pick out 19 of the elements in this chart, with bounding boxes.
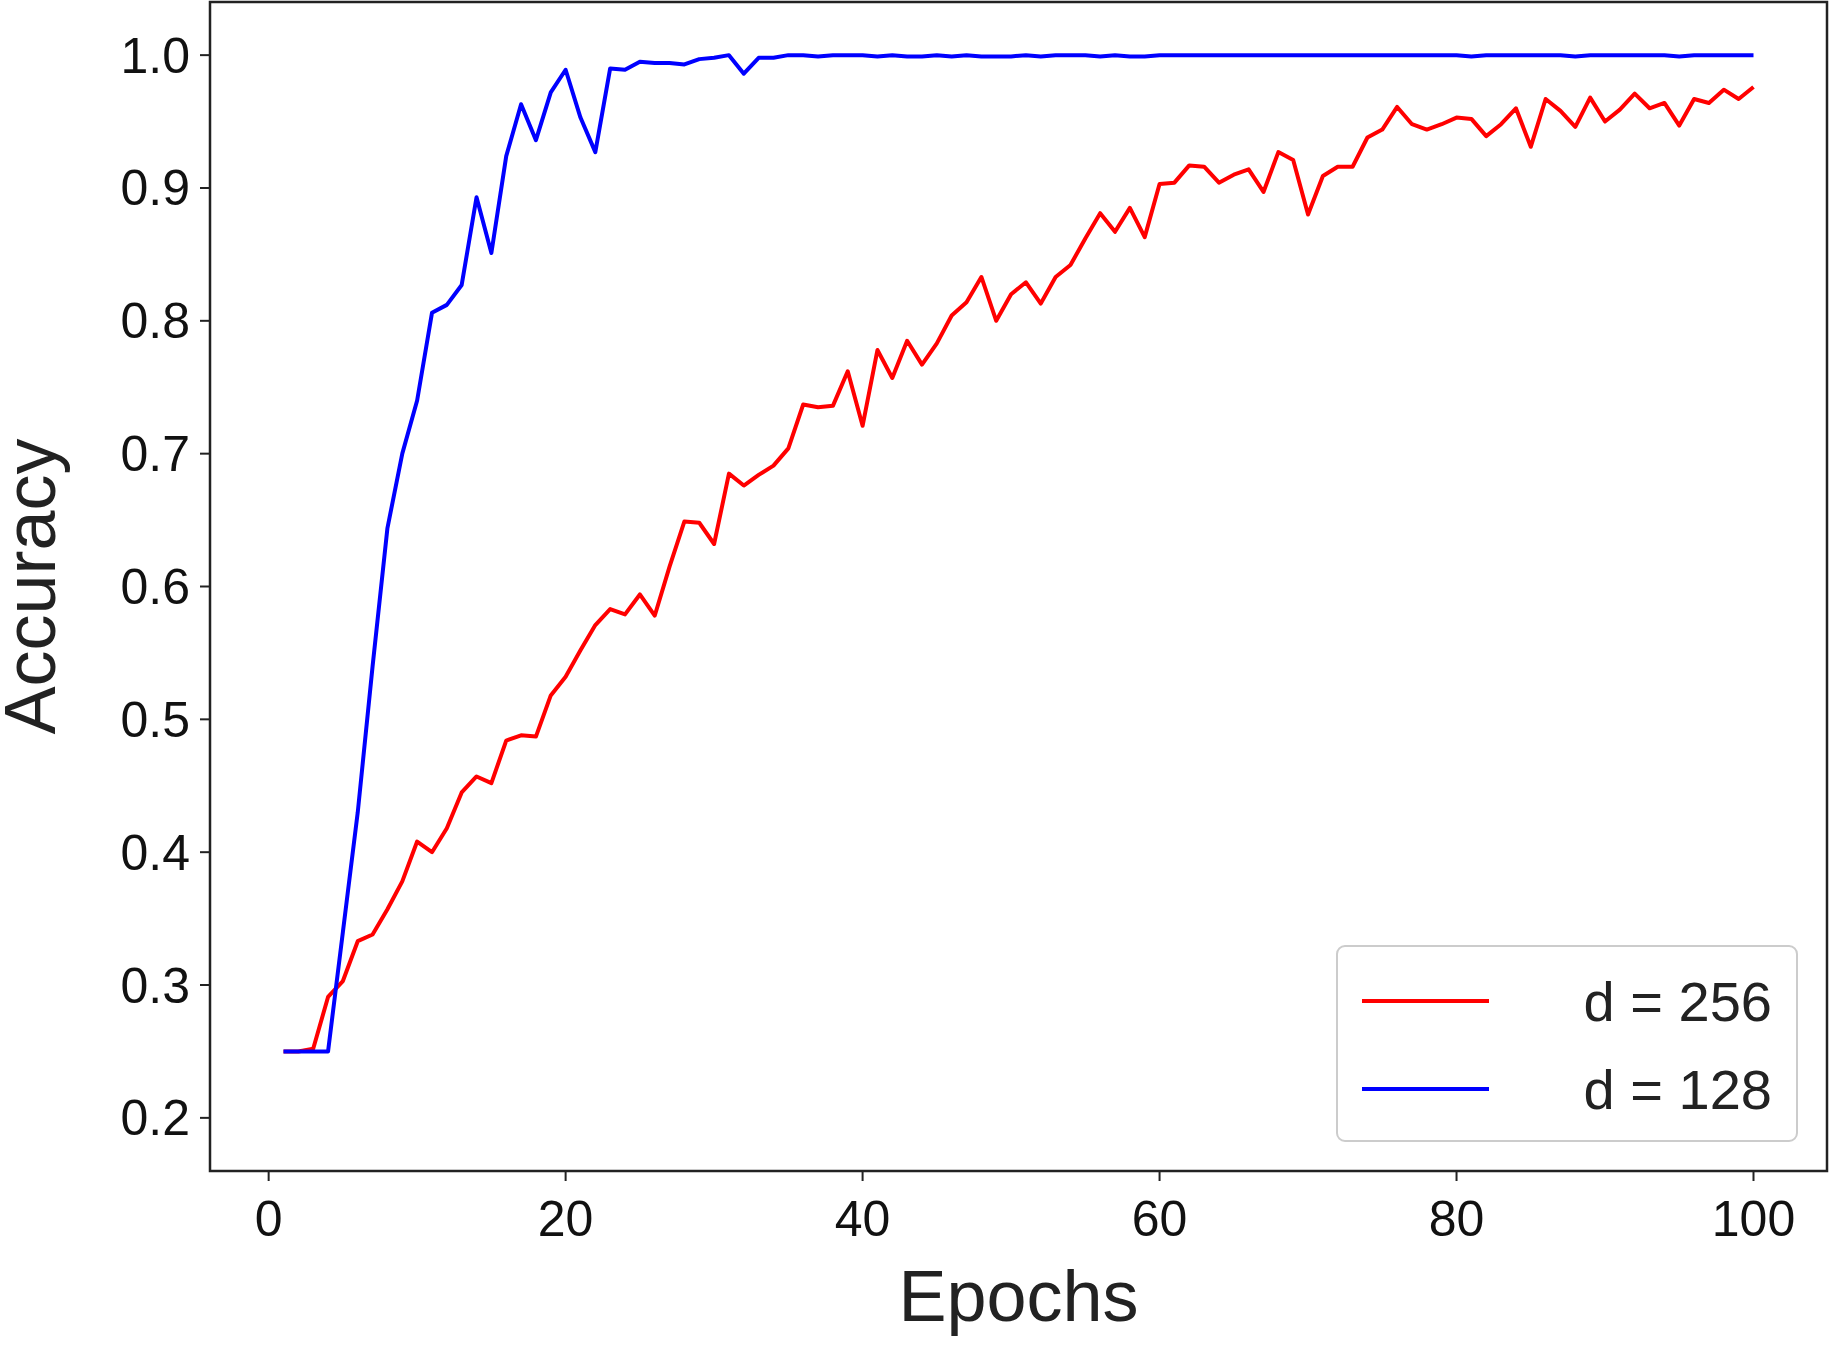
x-tick-label: 20 [537,1191,594,1247]
y-tick-label: 1.0 [120,27,190,84]
y-tick-label: 0.2 [120,1090,190,1147]
x-tick-label: 40 [834,1191,891,1247]
legend-label: d = 256 [1583,969,1772,1033]
x-tick-label: 60 [1131,1191,1188,1247]
y-tick-label: 0.3 [120,957,190,1014]
x-tick-label: 80 [1428,1191,1485,1247]
y-axis-title: Accuracy [0,438,70,735]
y-tick-label: 0.6 [120,559,190,615]
x-axis-title: Epochs [898,1256,1139,1336]
y-tick-label: 0.4 [120,824,190,881]
x-tick-label: 100 [1711,1191,1796,1247]
y-tick-label: 0.7 [120,426,190,483]
y-tick-label: 0.8 [120,293,190,350]
legend-label: d = 128 [1583,1057,1772,1121]
y-tick-label: 0.9 [120,160,190,217]
x-tick-label: 0 [254,1191,283,1247]
y-tick-label: 0.5 [120,691,190,748]
